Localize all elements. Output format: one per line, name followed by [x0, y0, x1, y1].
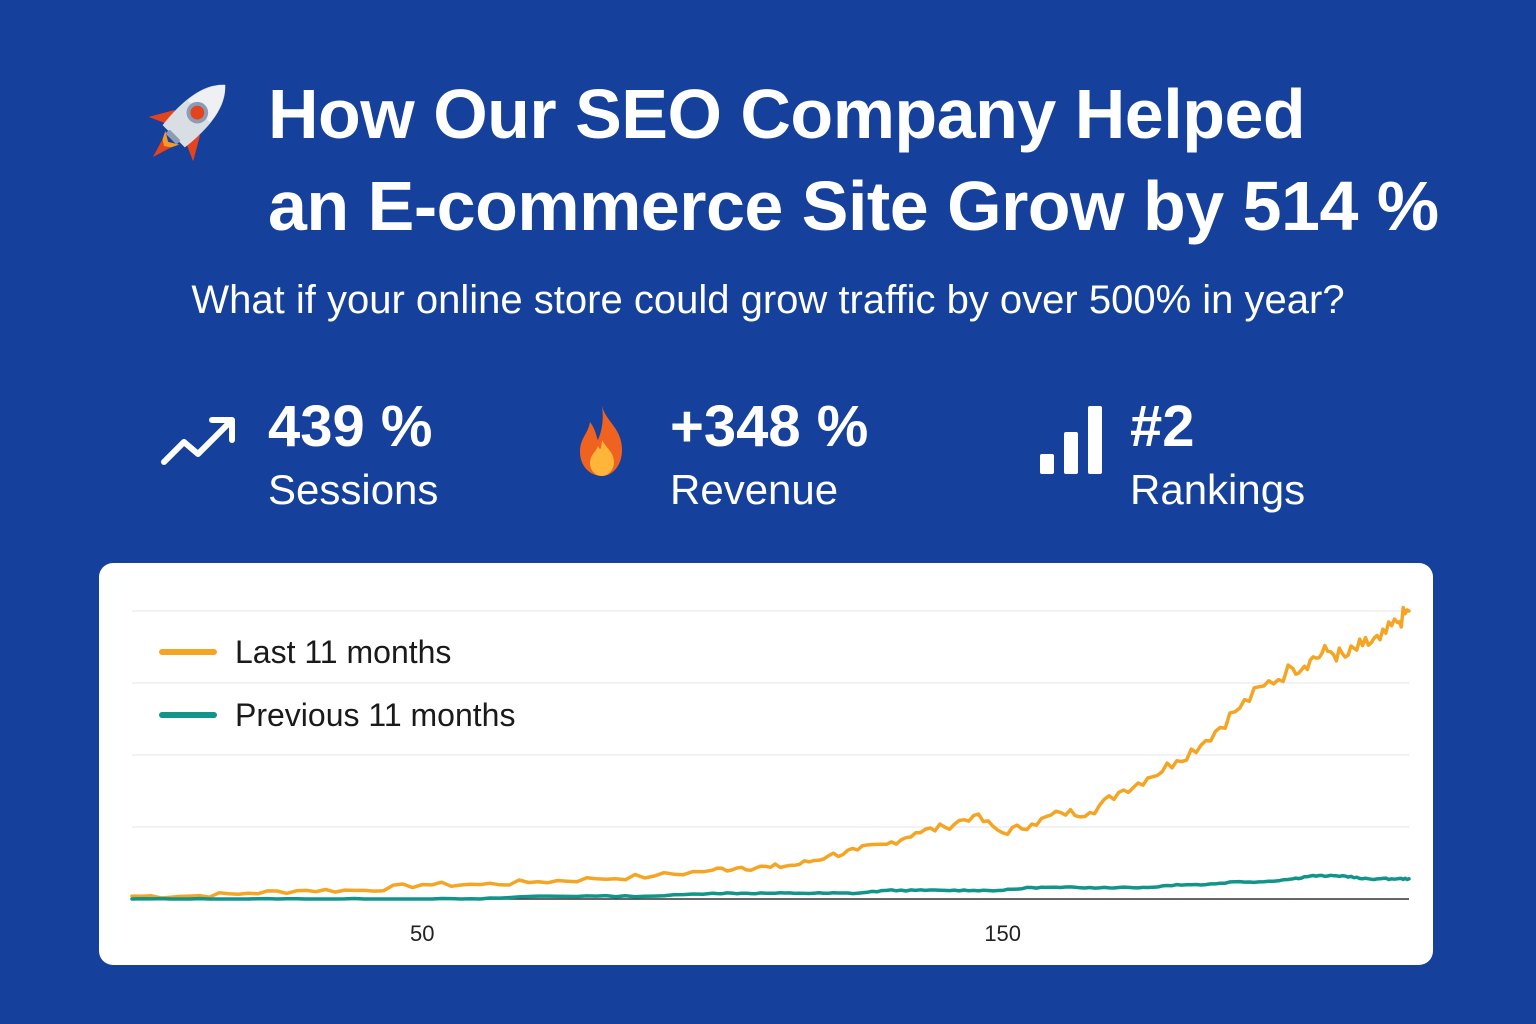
- stat-revenue-value: +348 %: [670, 394, 869, 459]
- legend-label-previous: Previous 11 months: [235, 697, 516, 733]
- stat-sessions-value: 439 %: [268, 394, 433, 459]
- legend-swatch-previous: [159, 712, 217, 718]
- title-line-1: How Our SEO Company Helped: [268, 75, 1306, 153]
- stat-rankings-value: #2: [1130, 394, 1195, 459]
- bar-chart-icon: [1040, 406, 1102, 474]
- legend-label-last: Last 11 months: [235, 634, 452, 670]
- stat-rankings: #2 Rankings: [1022, 390, 1382, 530]
- stat-rankings-label: Rankings: [1130, 466, 1306, 513]
- series-line-previous-11-months: [130, 873, 1411, 901]
- stat-sessions: 439 % Sessions: [160, 390, 520, 530]
- rocket-icon: [148, 84, 226, 162]
- x-tick-label: 50: [410, 921, 434, 946]
- page-title: How Our SEO Company Helped an E-commerce…: [268, 68, 1518, 252]
- stat-revenue: +348 % Revenue: [562, 390, 942, 530]
- header: How Our SEO Company Helped an E-commerce…: [130, 62, 1510, 252]
- trend-up-icon: [161, 417, 235, 465]
- title-line-2: an E-commerce Site Grow by 514 %: [268, 167, 1439, 245]
- x-tick-label: 150: [984, 921, 1021, 946]
- legend-swatch-last: [159, 649, 217, 655]
- fire-icon: [580, 406, 622, 476]
- line-chart: 50 150: [130, 605, 1411, 946]
- stat-revenue-label: Revenue: [670, 466, 839, 513]
- chart-card: 50 150 Last 11 months Previous 11 months: [99, 563, 1433, 965]
- series-line-last-11-months: [130, 605, 1411, 900]
- subtitle: What if your online store could grow tra…: [191, 278, 1345, 322]
- stat-sessions-label: Sessions: [268, 466, 439, 513]
